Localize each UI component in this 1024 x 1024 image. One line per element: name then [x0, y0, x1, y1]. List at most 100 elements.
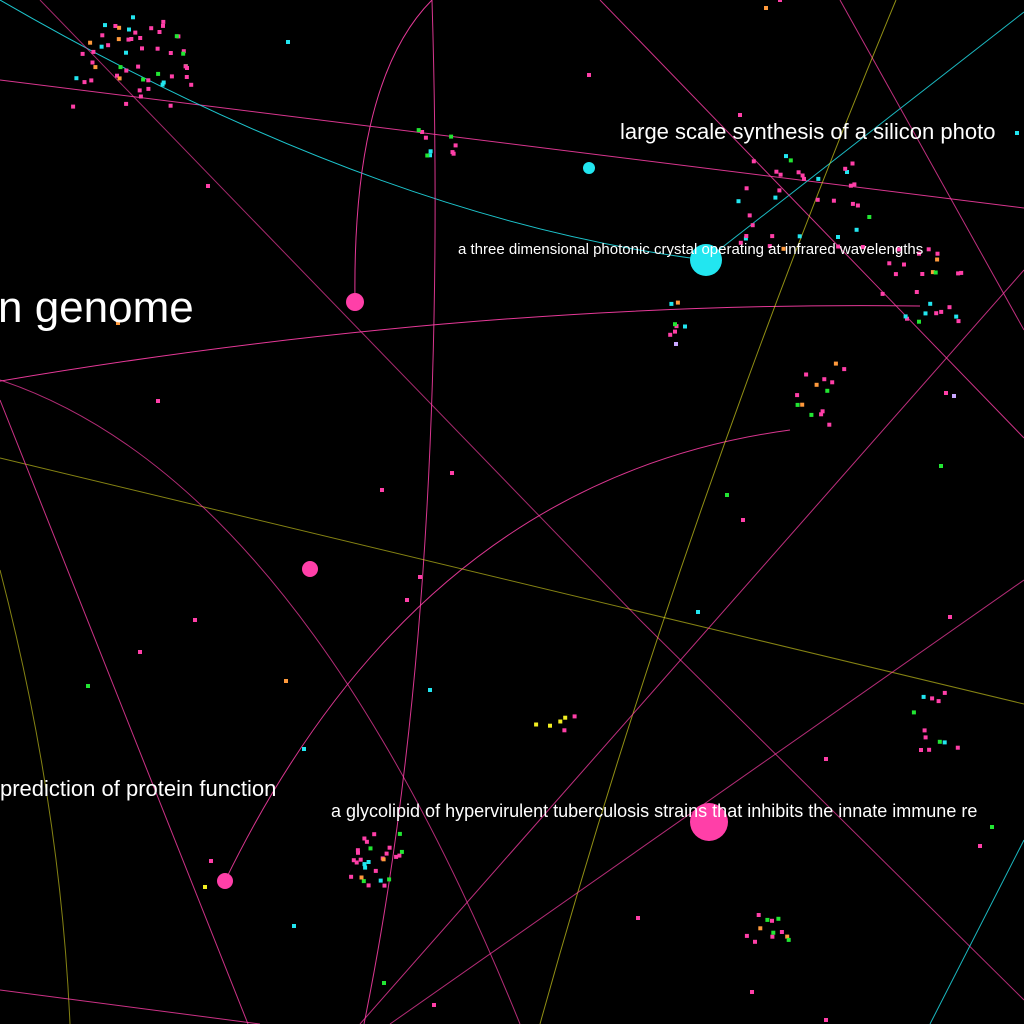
node-protein-neighbor[interactable]: [217, 873, 233, 889]
network-node-dot[interactable]: [836, 244, 841, 249]
network-node-dot[interactable]: [743, 236, 748, 241]
network-node-dot[interactable]: [854, 227, 859, 232]
network-node-dot[interactable]: [934, 311, 939, 316]
network-node-dot[interactable]: [428, 688, 432, 692]
network-node-dot[interactable]: [675, 300, 680, 305]
network-node-dot[interactable]: [449, 134, 454, 139]
network-node-dot[interactable]: [115, 73, 119, 78]
network-node-dot[interactable]: [117, 25, 122, 30]
network-node-dot[interactable]: [160, 82, 165, 87]
network-node-dot[interactable]: [185, 66, 189, 70]
network-node-dot[interactable]: [781, 246, 786, 251]
network-node-dot[interactable]: [116, 37, 121, 42]
node-photonic-crystal[interactable]: [690, 244, 722, 276]
network-node-dot[interactable]: [779, 930, 784, 934]
network-node-dot[interactable]: [140, 46, 144, 51]
network-node-dot[interactable]: [738, 240, 743, 245]
network-node-dot[interactable]: [425, 153, 430, 158]
network-node-dot[interactable]: [905, 316, 909, 321]
network-node-dot[interactable]: [930, 696, 935, 701]
network-node-dot[interactable]: [387, 845, 392, 850]
network-node-dot[interactable]: [131, 15, 135, 20]
network-node-dot[interactable]: [82, 80, 87, 85]
network-node-dot[interactable]: [820, 409, 825, 414]
network-node-dot[interactable]: [138, 36, 143, 40]
network-node-dot[interactable]: [921, 694, 926, 699]
network-node-dot[interactable]: [778, 0, 782, 2]
network-node-dot[interactable]: [814, 382, 819, 387]
network-node-dot[interactable]: [168, 103, 173, 108]
network-node-dot[interactable]: [364, 839, 369, 844]
network-node-dot[interactable]: [788, 158, 793, 163]
network-node-dot[interactable]: [103, 23, 107, 28]
network-node-dot[interactable]: [451, 151, 456, 156]
network-node-dot[interactable]: [86, 684, 90, 688]
network-node-dot[interactable]: [397, 853, 402, 858]
network-node-dot[interactable]: [922, 728, 927, 733]
network-node-dot[interactable]: [911, 710, 916, 715]
network-node-dot[interactable]: [106, 43, 111, 48]
network-node-dot[interactable]: [860, 245, 865, 249]
network-node-dot[interactable]: [795, 393, 800, 398]
network-node-dot[interactable]: [668, 332, 673, 337]
network-node-dot[interactable]: [381, 857, 386, 862]
network-node-dot[interactable]: [939, 309, 944, 314]
network-node-dot[interactable]: [129, 37, 134, 41]
network-node-dot[interactable]: [831, 198, 836, 203]
node-genome-neighbor[interactable]: [346, 293, 364, 311]
network-node-dot[interactable]: [767, 244, 772, 249]
network-node-dot[interactable]: [91, 49, 96, 54]
network-node-dot[interactable]: [174, 34, 179, 39]
network-node-dot[interactable]: [850, 161, 855, 166]
network-node-dot[interactable]: [420, 130, 425, 134]
network-node-dot[interactable]: [587, 73, 591, 77]
network-node-dot[interactable]: [124, 101, 129, 106]
network-node-dot[interactable]: [926, 247, 931, 252]
network-node-dot[interactable]: [942, 690, 947, 695]
network-node-dot[interactable]: [368, 846, 373, 851]
network-node-dot[interactable]: [361, 879, 366, 884]
network-node-dot[interactable]: [770, 234, 775, 239]
network-node-dot[interactable]: [930, 270, 935, 275]
network-node-dot[interactable]: [138, 650, 142, 654]
network-node-dot[interactable]: [822, 377, 827, 382]
network-node-dot[interactable]: [189, 82, 194, 87]
network-node-dot[interactable]: [181, 49, 186, 54]
network-node-dot[interactable]: [920, 272, 925, 276]
network-node-dot[interactable]: [127, 27, 131, 32]
network-node-dot[interactable]: [156, 399, 160, 403]
network-node-dot[interactable]: [161, 80, 166, 85]
network-node-dot[interactable]: [738, 113, 742, 117]
network-node-dot[interactable]: [116, 321, 120, 325]
network-node-dot[interactable]: [387, 877, 392, 882]
network-node-dot[interactable]: [887, 261, 892, 266]
network-node-dot[interactable]: [773, 195, 778, 200]
network-node-dot[interactable]: [428, 149, 433, 154]
network-node-dot[interactable]: [74, 76, 79, 81]
network-node-dot[interactable]: [850, 201, 855, 206]
network-node-dot[interactable]: [124, 68, 129, 73]
network-node-dot[interactable]: [1015, 131, 1019, 135]
network-node-dot[interactable]: [830, 380, 835, 385]
network-node-dot[interactable]: [777, 188, 782, 193]
network-node-dot[interactable]: [848, 183, 853, 188]
network-node-dot[interactable]: [133, 30, 138, 35]
network-node-dot[interactable]: [833, 361, 838, 366]
node-silicon-neighbor[interactable]: [583, 162, 595, 174]
network-node-dot[interactable]: [744, 933, 749, 938]
network-node-dot[interactable]: [117, 76, 122, 81]
network-node-dot[interactable]: [363, 865, 368, 870]
network-node-dot[interactable]: [136, 64, 141, 69]
network-node-dot[interactable]: [954, 314, 959, 319]
network-node-dot[interactable]: [149, 26, 154, 31]
network-node-dot[interactable]: [394, 854, 399, 859]
network-node-dot[interactable]: [796, 170, 801, 175]
network-node-dot[interactable]: [825, 388, 830, 393]
network-node-dot[interactable]: [113, 24, 118, 28]
network-node-dot[interactable]: [948, 615, 952, 619]
network-node-dot[interactable]: [181, 51, 186, 56]
network-node-dot[interactable]: [770, 918, 774, 923]
network-node-dot[interactable]: [750, 990, 754, 994]
network-node-dot[interactable]: [842, 367, 847, 372]
network-node-dot[interactable]: [939, 464, 943, 468]
